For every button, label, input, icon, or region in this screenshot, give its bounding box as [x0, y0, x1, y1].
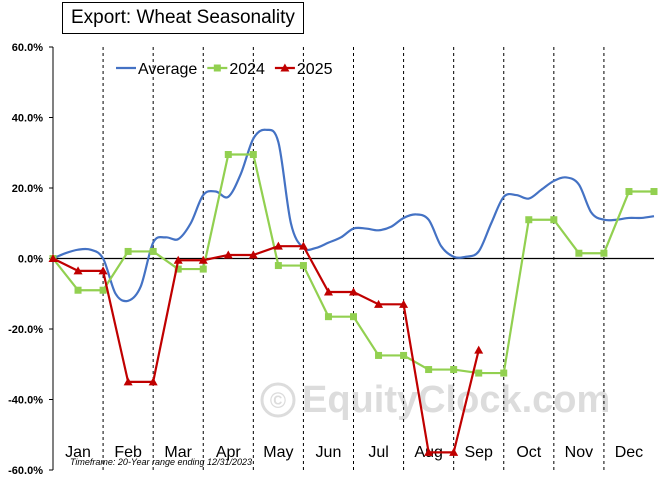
watermark-text: EquityClock.com: [302, 379, 610, 421]
x-tick-label: Nov: [565, 444, 593, 461]
watermark-logo: [260, 382, 296, 418]
point-2025: [48, 254, 58, 262]
point-2024: [550, 216, 558, 224]
point-2025: [73, 266, 83, 275]
point-2024: [575, 249, 583, 257]
point-2025: [248, 250, 258, 259]
y-tick-label: 40.0%: [12, 113, 43, 125]
point-2025: [374, 299, 384, 308]
point-2025: [449, 447, 459, 456]
point-2024: [450, 366, 458, 374]
point-2024: [324, 313, 332, 321]
chart-title: Export: Wheat Seasonality: [62, 2, 304, 34]
y-tick-label: -40.0%: [8, 395, 43, 407]
point-2024: [249, 151, 257, 159]
point-2025: [123, 377, 133, 386]
series-line-2025: [52, 245, 480, 454]
point-2025: [98, 266, 108, 275]
point-2025: [273, 241, 283, 250]
x-tick-label: May: [263, 444, 293, 461]
point-2024: [425, 366, 433, 374]
y-axis: -60.0% -40.0% -20.0% 0.0% 20.0% 40.0% 60.0%: [8, 42, 54, 477]
x-tick-label: Mar: [164, 444, 192, 461]
point-2025: [148, 377, 158, 386]
x-tick-label: Apr: [216, 444, 242, 461]
y-tick-label: -20.0%: [8, 324, 43, 336]
point-2025: [424, 447, 434, 456]
x-tick-label: Sep: [464, 444, 493, 461]
x-tick-label: Feb: [114, 444, 142, 461]
x-tick-label: Oct: [516, 444, 541, 461]
point-2024: [400, 351, 408, 359]
series-lines: [48, 128, 658, 456]
point-2024: [199, 265, 207, 273]
y-tick-label: 60.0%: [12, 42, 43, 54]
watermark-logo-letter: ©: [270, 388, 286, 413]
legend-label: 2024: [229, 61, 265, 78]
legend-label: Average: [138, 61, 197, 78]
footnote-text: Timeframe: 20-Year range ending 12/31/20…: [70, 457, 252, 467]
point-2024: [600, 249, 608, 257]
point-2024: [174, 265, 182, 273]
point-2024: [299, 262, 307, 270]
point-2025: [323, 287, 333, 296]
x-tick-label: Dec: [615, 444, 643, 461]
point-2025: [198, 255, 208, 264]
x-tick-label: Jun: [316, 444, 342, 461]
point-2025: [474, 345, 484, 354]
point-2024: [500, 369, 508, 377]
point-2024: [625, 188, 633, 196]
point-2024: [149, 247, 157, 255]
y-tick-label: 0.0%: [18, 254, 43, 266]
legend-label: 2025: [297, 61, 333, 78]
point-2025: [223, 250, 233, 259]
point-2024: [124, 247, 132, 255]
point-2024: [375, 351, 383, 359]
point-2024: [650, 188, 658, 196]
legend-marker: [213, 64, 221, 72]
point-2024: [525, 216, 533, 224]
y-tick-label: 20.0%: [12, 183, 43, 195]
series-line-average: [52, 128, 655, 303]
point-2024: [74, 286, 82, 294]
point-2024: [99, 286, 107, 294]
point-2025: [399, 299, 409, 308]
point-2025: [173, 255, 183, 264]
point-2024: [274, 262, 282, 270]
point-2025: [349, 287, 358, 296]
x-tick-label: Jul: [368, 444, 388, 461]
point-2024: [224, 151, 232, 159]
point-2024: [475, 369, 483, 377]
legend-marker: [280, 63, 290, 72]
watermark: © EquityClock.com: [260, 379, 610, 421]
point-2024: [350, 313, 357, 321]
point-2025: [298, 241, 308, 250]
y-tick-label: -60.0%: [8, 465, 43, 477]
footnote: Timeframe: 20-Year range ending 12/31/20…: [70, 457, 252, 467]
x-tick-label: Jan: [65, 444, 91, 461]
legend: Average 2024 2025: [116, 61, 333, 78]
